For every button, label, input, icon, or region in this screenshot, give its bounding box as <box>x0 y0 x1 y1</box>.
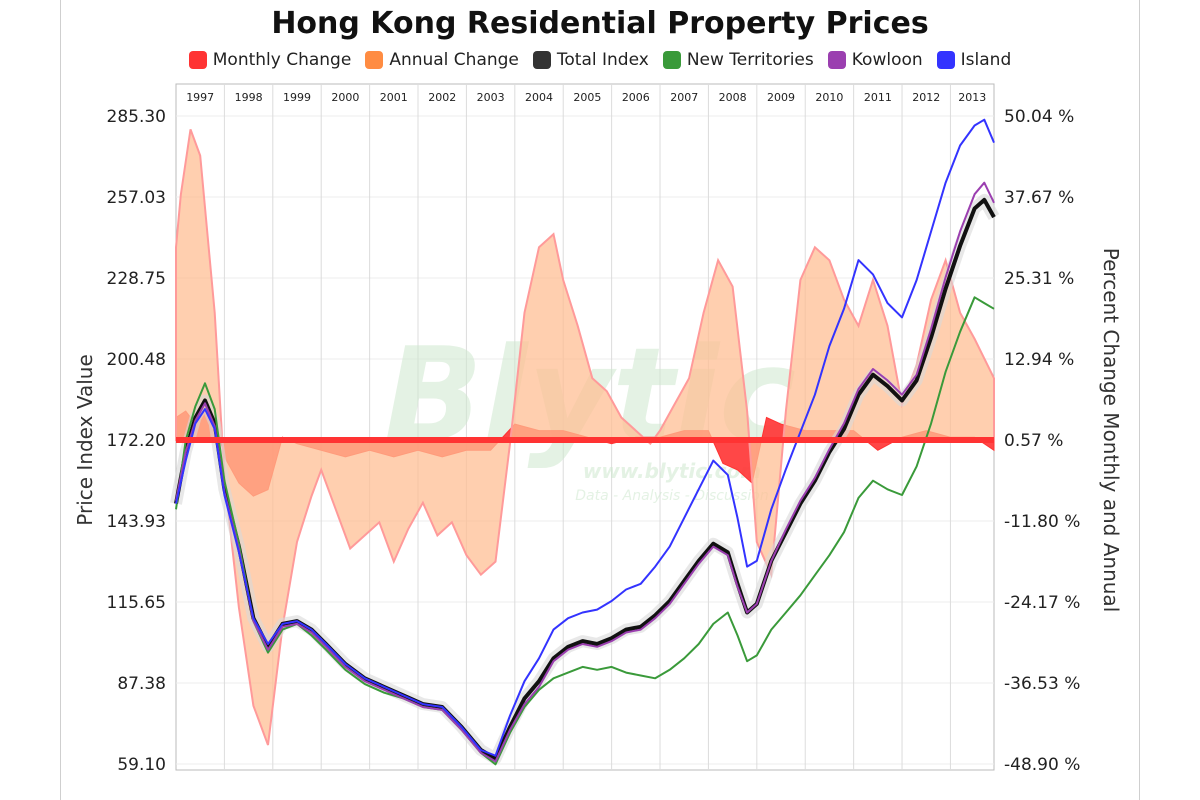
x-year-label: 2004 <box>525 91 553 104</box>
x-year-label: 2003 <box>477 91 505 104</box>
chart-title: Hong Kong Residential Property Prices <box>271 6 929 41</box>
y2-tick-label: 0.57 % <box>1004 431 1063 451</box>
legend-swatch <box>827 51 846 69</box>
y2-tick-label: 12.94 % <box>1004 350 1074 370</box>
x-year-label: 2002 <box>428 91 456 104</box>
x-year-label: 2010 <box>815 91 843 104</box>
y-tick-label: 59.10 <box>117 755 166 775</box>
watermark-tagline: Data - Analysis - Discussion <box>575 488 768 504</box>
y2-tick-label: 25.31 % <box>1004 269 1074 289</box>
legend-label: New Territories <box>686 50 814 70</box>
y2-tick-label: -24.17 % <box>1004 593 1080 613</box>
x-year-label: 2006 <box>622 91 650 104</box>
x-year-label: 1998 <box>235 91 263 104</box>
legend-swatch <box>365 51 384 69</box>
legend-label: Kowloon <box>851 50 923 70</box>
x-year-label: 2008 <box>719 91 747 104</box>
x-year-label: 1999 <box>283 91 311 104</box>
x-year-label: 2012 <box>912 91 940 104</box>
y-axis-title: Price Index Value <box>73 354 97 525</box>
x-year-label: 2001 <box>380 91 408 104</box>
legend-label: Annual Change <box>389 50 519 70</box>
legend-item[interactable]: Monthly Change <box>188 50 352 70</box>
legend: Monthly Change Annual Change Total Index Ne… <box>0 50 1200 70</box>
legend-swatch <box>188 51 207 69</box>
y2-tick-label: -48.90 % <box>1004 755 1080 775</box>
legend-item[interactable]: New Territories <box>662 50 814 70</box>
y-tick-label: 200.48 <box>107 350 166 370</box>
y2-tick-label: 50.04 % <box>1004 107 1074 127</box>
x-year-label: 2000 <box>331 91 359 104</box>
x-year-label: 2013 <box>958 91 986 104</box>
y-tick-label: 172.20 <box>107 431 166 451</box>
legend-item[interactable]: Island <box>936 50 1012 70</box>
series-kowloon <box>175 181 995 763</box>
legend-item[interactable]: Annual Change <box>365 50 519 70</box>
legend-swatch <box>662 51 681 69</box>
legend-label: Monthly Change <box>212 50 352 70</box>
legend-label: Island <box>960 50 1012 70</box>
y-tick-label: 143.93 <box>107 512 166 532</box>
legend-label: Total Index <box>556 50 649 70</box>
y-tick-label: 285.30 <box>107 107 166 127</box>
x-year-label: 1997 <box>186 91 214 104</box>
legend-swatch <box>936 51 955 69</box>
y-tick-label: 87.38 <box>117 674 166 694</box>
y2-tick-label: 37.67 % <box>1004 188 1074 208</box>
y-tick-label: 228.75 <box>107 269 166 289</box>
legend-item[interactable]: Total Index <box>532 50 649 70</box>
y2-tick-label: -36.53 % <box>1004 674 1080 694</box>
legend-item[interactable]: Kowloon <box>827 50 923 70</box>
x-year-label: 2011 <box>864 91 892 104</box>
series-new-territories <box>175 296 995 766</box>
x-year-label: 2005 <box>573 91 601 104</box>
x-year-label: 2009 <box>767 91 795 104</box>
legend-swatch <box>532 51 551 69</box>
y-tick-label: 115.65 <box>107 593 166 613</box>
series-island <box>175 118 995 757</box>
y2-axis-title: Percent Change Monthly and Annual <box>1099 248 1123 612</box>
x-year-label: 2007 <box>670 91 698 104</box>
y-tick-label: 257.03 <box>107 188 166 208</box>
y2-tick-label: -11.80 % <box>1004 512 1080 532</box>
